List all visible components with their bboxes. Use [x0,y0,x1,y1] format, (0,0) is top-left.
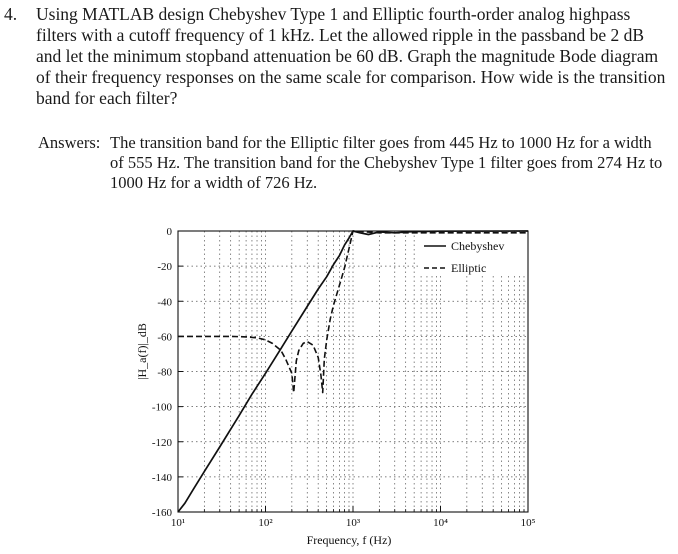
chart-grid [177,231,528,512]
y-tick-label: -100 [152,402,173,414]
legend-label-elliptic: Elliptic [451,261,486,275]
answers-label: Answers: [38,133,101,152]
chart-series [177,230,529,513]
x-tick-label: 10¹ [171,517,185,529]
y-tick-label: -120 [152,437,173,449]
y-tick-label: -40 [157,296,172,308]
y-tick-label: 0 [167,226,173,238]
answers-text: The transition band for the Elliptic fil… [110,133,663,192]
y-tick-label: -80 [157,367,172,379]
answers-block: Answers: The transition band for the Ell… [38,133,668,193]
x-tick-label: 10² [258,517,273,529]
y-tick-label: -60 [157,331,172,343]
y-axis-label: |H_a(f)|_dB [135,323,149,380]
x-tick-label: 10⁵ [521,517,536,529]
x-axis-label: Frequency, f (Hz) [307,533,392,547]
series-line-elliptic [178,230,528,394]
chart-legend: Chebyshev Elliptic [418,234,526,276]
x-tick-label: 10⁴ [433,517,448,529]
problem-text: Using MATLAB design Chebyshev Type 1 and… [36,4,666,108]
legend-label-chebyshev: Chebyshev [451,239,504,253]
x-tick-label: 10³ [346,517,361,529]
y-tick-label: -160 [152,507,173,519]
legend-box [418,234,526,276]
series-line-chebyshev [177,230,529,513]
problem-number: 4. [4,4,18,24]
problem-statement: 4. Using MATLAB design Chebyshev Type 1 … [4,4,668,109]
y-tick-label: -140 [152,472,173,484]
y-tick-label: -20 [157,261,172,273]
